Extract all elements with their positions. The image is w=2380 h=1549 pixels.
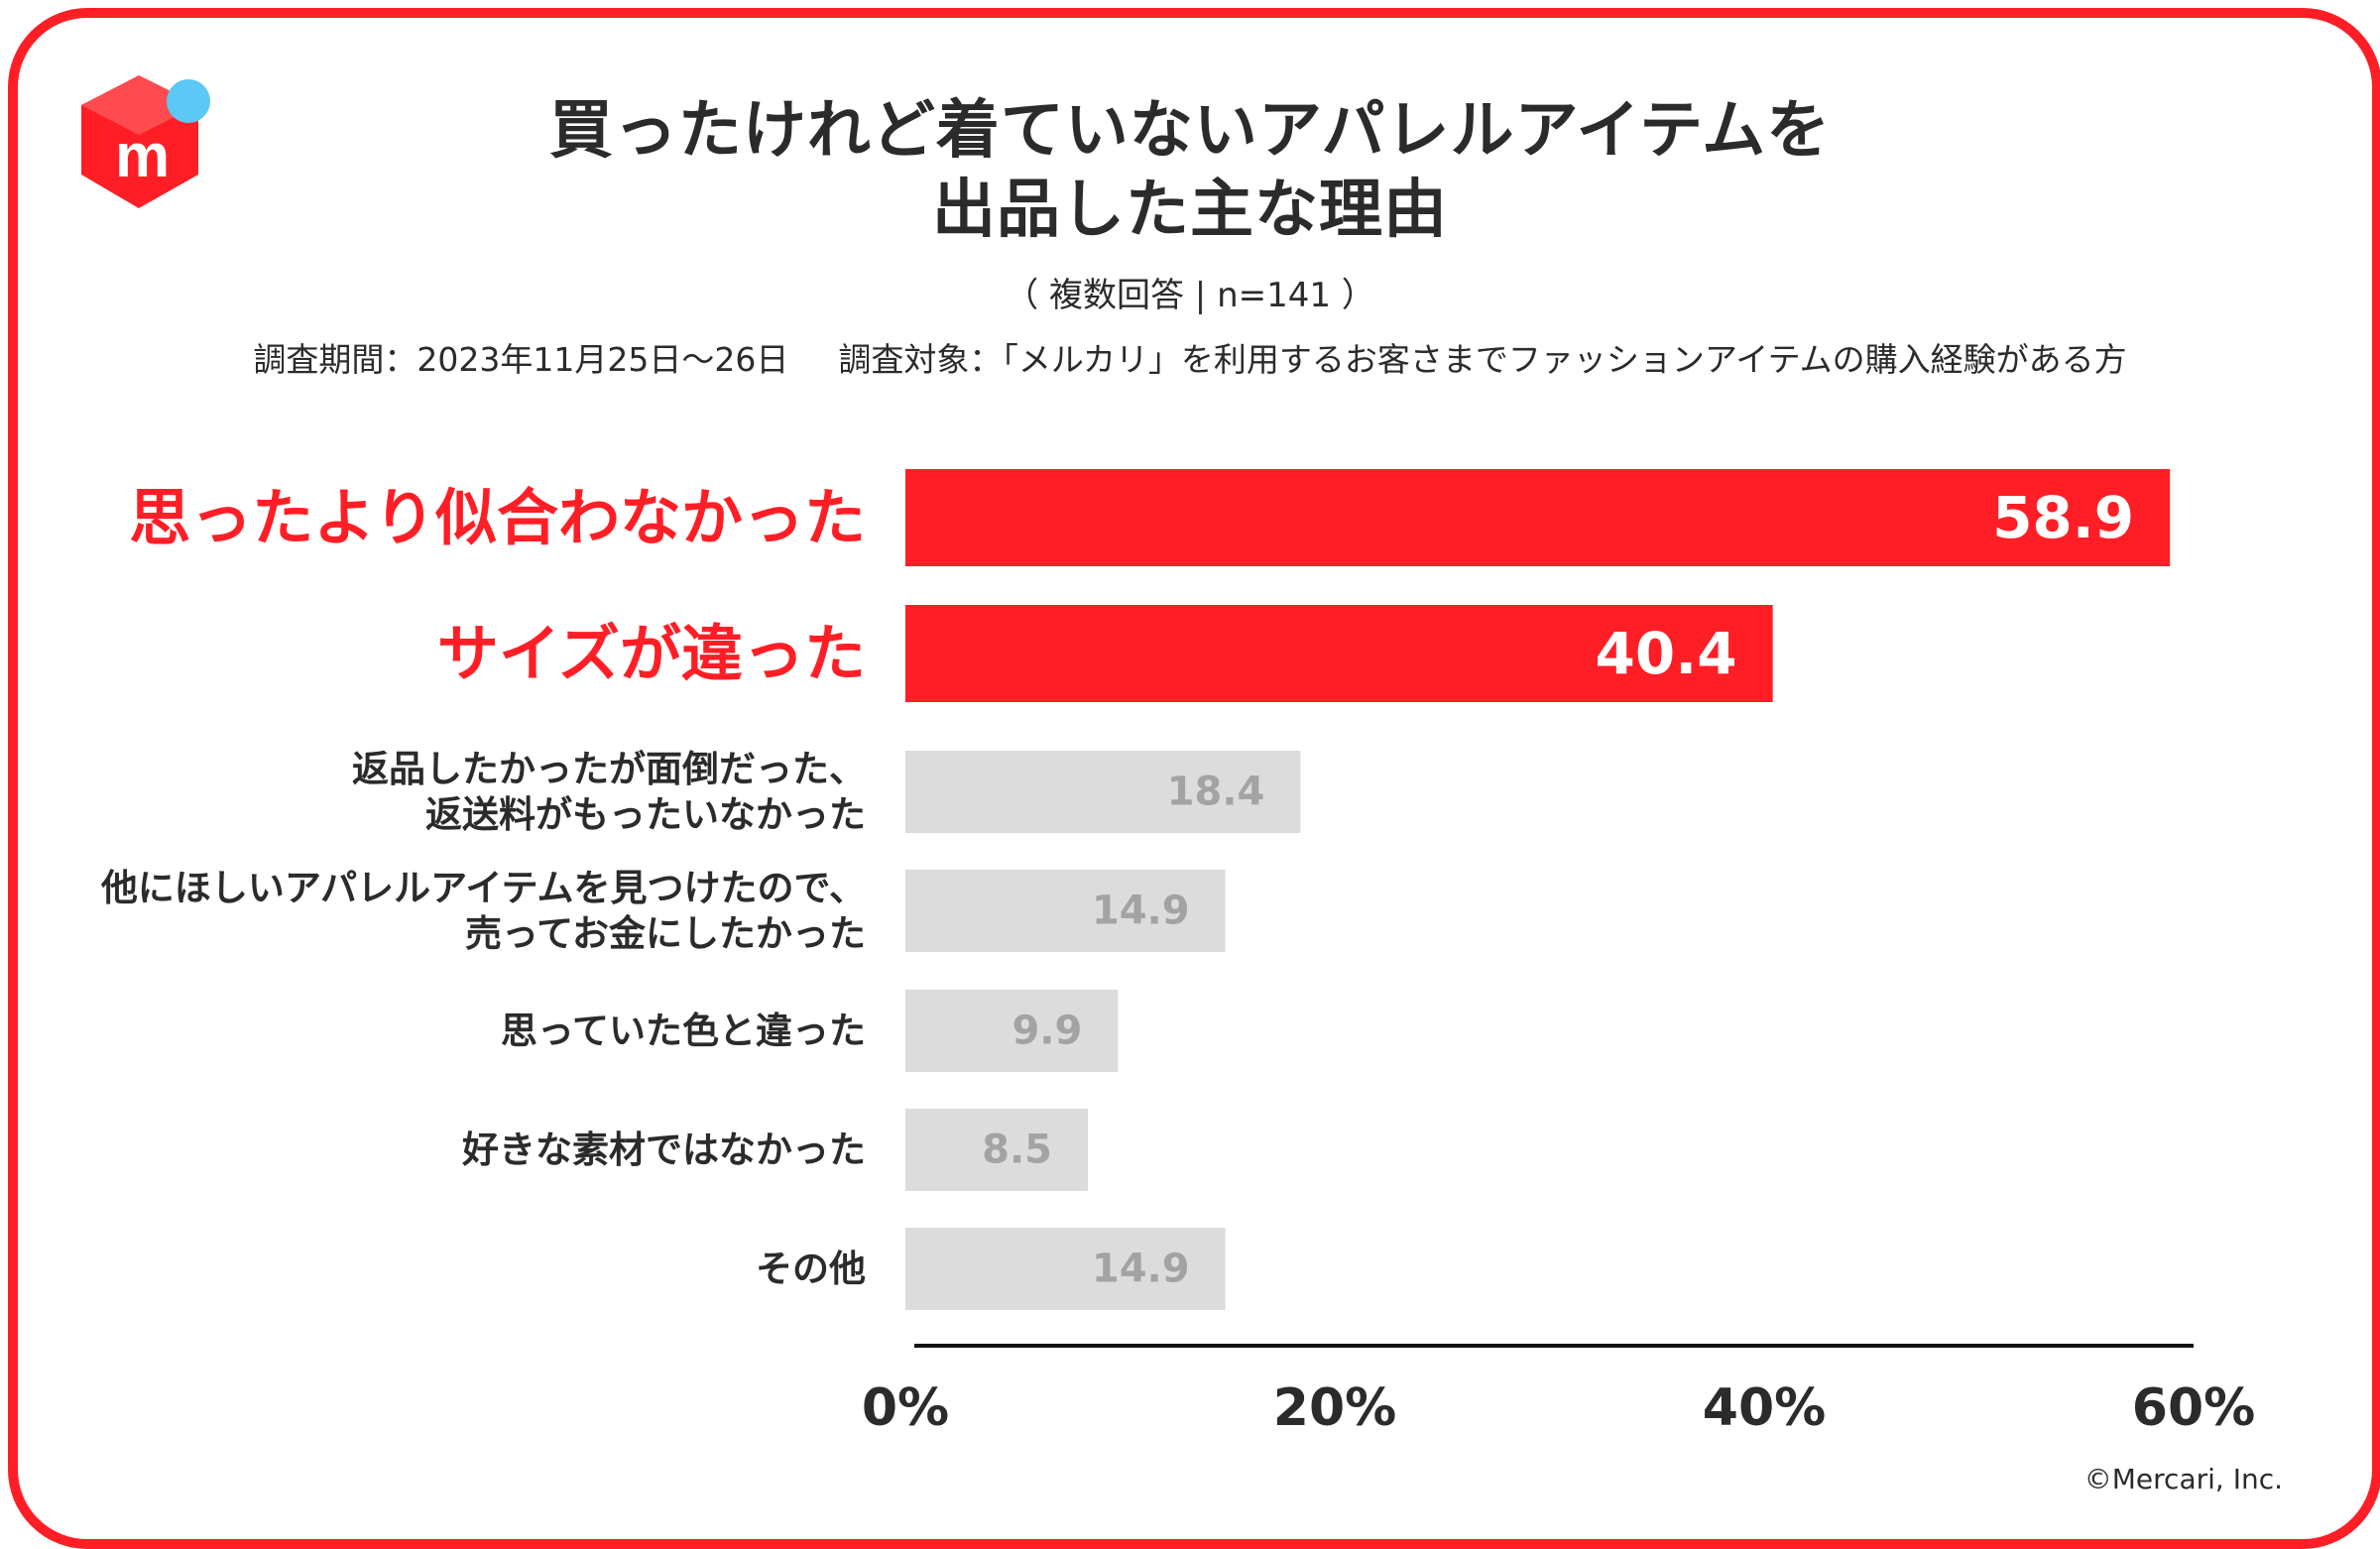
category-label-4-line2: 売ってお金にしたかった bbox=[465, 912, 866, 955]
bar-7 bbox=[905, 1228, 1226, 1310]
bar-4 bbox=[905, 870, 1226, 952]
chart-subtitle: （ 複数回答 | n=141 ） bbox=[1005, 276, 1375, 315]
bar-5 bbox=[905, 990, 1119, 1072]
logo-dot-icon bbox=[167, 79, 210, 123]
mercari-logo: m bbox=[81, 75, 210, 208]
category-label-4-line1: 他にほしいアパレルアイテムを見つけたので、 bbox=[100, 867, 866, 909]
logo-letter: m bbox=[115, 122, 170, 190]
bar-2 bbox=[905, 605, 1773, 702]
survey-target: 調査対象：「メルカリ」を利用するお客さまでファッションアイテムの購入経験がある方 bbox=[838, 340, 2127, 379]
bar-value-4: 14.9 bbox=[1092, 889, 1190, 934]
bar-6 bbox=[905, 1109, 1089, 1191]
bar-value-2: 40.4 bbox=[1596, 620, 1737, 687]
category-label-6: 好きな素材ではなかった bbox=[461, 1129, 866, 1171]
bar-value-5: 9.9 bbox=[1012, 1009, 1082, 1054]
bar-1 bbox=[905, 469, 2171, 566]
bar-value-6: 8.5 bbox=[982, 1128, 1052, 1173]
x-tick-label-1: 0% bbox=[862, 1378, 949, 1438]
category-label-5: 思っていた色と違った bbox=[501, 1010, 866, 1052]
bar-value-3: 18.4 bbox=[1167, 770, 1265, 815]
bar-value-1: 58.9 bbox=[1992, 484, 2134, 551]
category-label-3-line2: 返送料がもったいなかった bbox=[425, 793, 866, 836]
category-label-1: 思ったより似合わなかった bbox=[129, 482, 866, 554]
copyright: ©Mercari, Inc. bbox=[2083, 1463, 2283, 1495]
category-label-3-line1: 返品したかったが面倒だった、 bbox=[352, 748, 866, 790]
survey-period: 調査期間：2023年11月25日～26日 bbox=[253, 340, 789, 379]
survey-meta: 調査期間：2023年11月25日～26日 調査対象：「メルカリ」を利用するお客さま… bbox=[0, 333, 2380, 381]
chart-title-line1: 買ったけれど着ていないアパレルアイテムを bbox=[548, 94, 1832, 168]
category-label-2: サイズが違った bbox=[437, 618, 866, 690]
chart-title-line2: 出品した主な理由 bbox=[932, 174, 1448, 247]
x-tick-label-4: 60% bbox=[2132, 1378, 2255, 1438]
x-tick-label-2: 20% bbox=[1273, 1378, 1396, 1438]
bar-value-7: 14.9 bbox=[1092, 1247, 1190, 1292]
x-tick-label-3: 40% bbox=[1703, 1378, 1826, 1438]
category-label-7: その他 bbox=[756, 1248, 866, 1290]
bar-3 bbox=[905, 751, 1301, 833]
